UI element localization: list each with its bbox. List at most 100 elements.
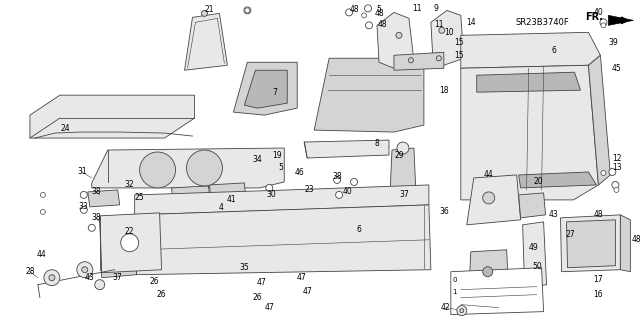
Text: 6: 6 (356, 225, 362, 234)
Text: SR23B3740F: SR23B3740F (516, 18, 570, 27)
Polygon shape (518, 193, 545, 218)
Polygon shape (134, 185, 429, 215)
Circle shape (600, 19, 607, 26)
Text: 38: 38 (332, 173, 342, 182)
Text: 50: 50 (532, 262, 543, 271)
Circle shape (396, 32, 402, 38)
Circle shape (601, 170, 606, 175)
Text: 7: 7 (272, 88, 276, 97)
Polygon shape (209, 183, 245, 194)
Polygon shape (314, 58, 424, 132)
Text: 48: 48 (377, 20, 387, 29)
Text: 35: 35 (239, 263, 249, 272)
Text: FR.: FR. (586, 12, 604, 22)
Text: 48: 48 (374, 9, 384, 18)
Polygon shape (451, 268, 543, 315)
Text: 47: 47 (257, 278, 266, 287)
Text: 27: 27 (566, 230, 575, 239)
Circle shape (80, 191, 87, 198)
Text: 25: 25 (135, 193, 145, 202)
Text: 44: 44 (37, 250, 47, 259)
Circle shape (612, 182, 619, 189)
Circle shape (44, 270, 60, 286)
Polygon shape (244, 70, 287, 108)
Circle shape (457, 306, 467, 315)
Polygon shape (172, 186, 209, 197)
Text: 39: 39 (609, 38, 618, 47)
Polygon shape (389, 148, 417, 218)
Text: 47: 47 (264, 303, 274, 312)
Circle shape (40, 192, 45, 197)
Text: 24: 24 (60, 123, 70, 133)
Polygon shape (609, 15, 634, 25)
Polygon shape (134, 205, 431, 275)
Text: 11: 11 (434, 20, 444, 29)
Circle shape (460, 308, 464, 313)
Circle shape (346, 9, 353, 16)
Circle shape (186, 150, 223, 186)
Polygon shape (100, 213, 161, 273)
Text: 10: 10 (444, 28, 454, 37)
Polygon shape (184, 13, 227, 70)
Circle shape (40, 209, 45, 214)
Text: 11: 11 (412, 4, 422, 13)
Text: 29: 29 (394, 151, 404, 160)
Circle shape (82, 267, 88, 273)
Text: 44: 44 (484, 170, 493, 180)
Text: 18: 18 (439, 86, 449, 95)
Text: 4: 4 (219, 204, 224, 212)
Polygon shape (30, 95, 195, 138)
Text: 26: 26 (253, 293, 262, 302)
Text: 20: 20 (534, 177, 543, 186)
Text: 40: 40 (593, 8, 604, 17)
Circle shape (436, 56, 442, 61)
Polygon shape (100, 215, 137, 278)
Text: 47: 47 (302, 287, 312, 296)
Circle shape (202, 11, 207, 16)
Text: 43: 43 (548, 210, 559, 219)
Circle shape (80, 206, 87, 213)
Text: 30: 30 (266, 190, 276, 199)
Text: 37: 37 (113, 273, 123, 282)
Polygon shape (461, 65, 598, 200)
Text: 34: 34 (252, 155, 262, 165)
Circle shape (333, 176, 340, 183)
Text: 8: 8 (374, 138, 380, 148)
Circle shape (365, 22, 372, 29)
Circle shape (88, 224, 95, 231)
Circle shape (408, 58, 413, 63)
Text: 40: 40 (342, 188, 352, 197)
Polygon shape (234, 62, 297, 115)
Circle shape (483, 192, 495, 204)
Text: 32: 32 (125, 181, 134, 189)
Polygon shape (304, 140, 389, 158)
Text: 17: 17 (594, 275, 604, 284)
Circle shape (362, 13, 367, 18)
Circle shape (49, 275, 55, 281)
Polygon shape (566, 220, 616, 268)
Polygon shape (88, 190, 120, 207)
Polygon shape (377, 12, 414, 68)
Text: 43: 43 (85, 273, 95, 282)
Text: 37: 37 (399, 190, 409, 199)
Text: 9: 9 (433, 4, 438, 13)
Polygon shape (394, 52, 444, 70)
Polygon shape (561, 215, 620, 272)
Polygon shape (477, 72, 580, 92)
Circle shape (483, 267, 493, 277)
Text: 41: 41 (227, 196, 236, 204)
Polygon shape (620, 215, 630, 272)
Text: 42: 42 (441, 303, 451, 312)
Circle shape (365, 5, 372, 12)
Circle shape (77, 262, 93, 278)
Polygon shape (468, 250, 509, 295)
Circle shape (140, 152, 175, 188)
Circle shape (614, 188, 619, 192)
Circle shape (335, 191, 342, 198)
Text: 19: 19 (273, 151, 282, 160)
Circle shape (121, 234, 139, 252)
Text: 26: 26 (150, 277, 159, 286)
Text: 46: 46 (294, 168, 304, 177)
Text: 21: 21 (205, 5, 214, 14)
Circle shape (351, 178, 358, 185)
